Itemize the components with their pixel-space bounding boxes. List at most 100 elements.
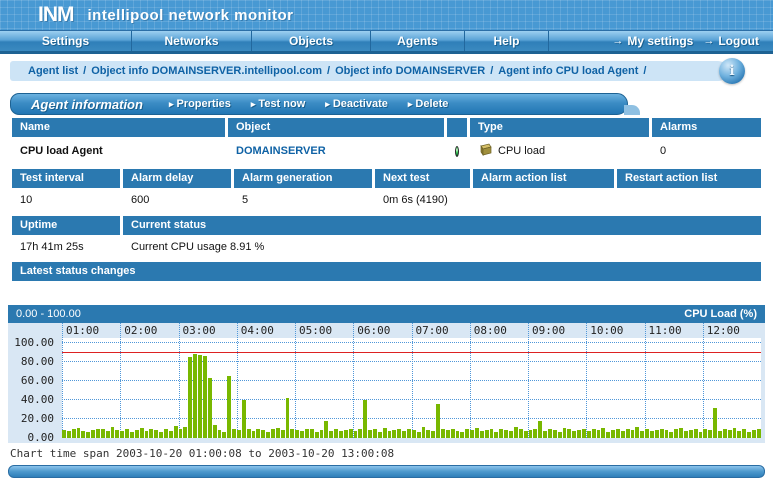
- app-title: intellipool network monitor: [87, 6, 294, 24]
- breadcrumb-link-object-info-domainserver-intellipool-com[interactable]: Object info DOMAINSERVER.intellipool.com: [91, 65, 322, 77]
- x-tick-label: 04:00: [240, 324, 274, 337]
- cpu-load-bar: [183, 426, 188, 438]
- cpu-load-bar: [436, 403, 441, 438]
- cpu-load-bar: [615, 428, 620, 438]
- column-header-test-interval: Test interval: [12, 169, 120, 188]
- cpu-load-bar: [324, 420, 329, 438]
- action-delete[interactable]: ▸ Delete: [408, 98, 449, 110]
- cpu-load-bar: [528, 430, 533, 438]
- nav-item-settings[interactable]: Settings: [0, 31, 132, 51]
- action-properties[interactable]: ▸ Properties: [169, 98, 231, 110]
- agent-status-table: Uptime Current status 17h 41m 25s Current C…: [12, 216, 761, 260]
- cpu-load-bar: [110, 426, 115, 438]
- y-tick-label: 80.00: [20, 355, 54, 368]
- y-tick-label: 0.00: [27, 431, 55, 444]
- cpu-load-bar: [377, 432, 382, 438]
- chart-time-span: Chart time span 2003-10-20 01:00:08 to 2…: [10, 447, 395, 460]
- cpu-load-bar: [577, 430, 581, 438]
- value-next-test: 0m 6s (4190): [375, 188, 470, 213]
- cpu-load-bar: [693, 429, 698, 438]
- cpu-load-bar: [484, 430, 489, 438]
- chart-canvas: 01:00 02:00 03:00 04:00 05:00 06:00 07:00 08:00…: [8, 323, 765, 444]
- cpu-load-bar: [416, 432, 421, 438]
- app-banner: INM intellipool network monitor: [0, 0, 773, 30]
- chart-x-axis-labels: 01:00 02:00 03:00 04:00 05:00 06:00 07:00 08:00…: [62, 323, 761, 338]
- action-deactivate[interactable]: ▸ Deactivate: [325, 98, 388, 110]
- cpu-load-bar: [105, 431, 110, 438]
- breadcrumb-link-object-info-domainserver[interactable]: Object info DOMAINSERVER: [335, 65, 486, 77]
- cpu-load-bar: [475, 427, 479, 438]
- nav-right-group: → My settings → Logout: [612, 31, 773, 51]
- cpu-load-bar: [130, 432, 134, 438]
- column-header-uptime: Uptime: [12, 216, 120, 235]
- cpu-load-bar: [581, 428, 586, 438]
- app-logo: INM: [38, 3, 74, 26]
- cpu-load-bar: [596, 430, 601, 438]
- alarms-count: 0: [652, 137, 761, 166]
- value-test-interval: 10: [12, 188, 120, 213]
- cpu-load-bar: [708, 430, 713, 438]
- section-title: Agent information: [31, 96, 143, 112]
- cpu-load-bar: [445, 430, 450, 438]
- action-test-now[interactable]: ▸ Test now: [251, 98, 305, 110]
- cpu-load-bar: [518, 429, 523, 438]
- cpu-load-bar: [659, 428, 664, 438]
- breadcrumb-link-agent-list[interactable]: Agent list: [28, 65, 79, 77]
- cpu-load-bar: [149, 429, 154, 438]
- cpu-load-bar: [611, 430, 615, 438]
- cpu-load-bar: [620, 431, 625, 438]
- cpu-load-bar: [625, 429, 630, 438]
- y-tick-label: 100.00: [14, 336, 54, 349]
- cpu-load-bar: [343, 430, 348, 438]
- cpu-load-bar: [241, 400, 246, 438]
- cpu-load-bar: [732, 427, 737, 438]
- cpu-load-bar: [552, 430, 557, 438]
- cpu-load-bar: [62, 430, 66, 438]
- cpu-load-bar: [572, 431, 577, 438]
- x-tick-label: 02:00: [124, 324, 158, 337]
- column-header-restart-action-list: Restart action list: [617, 169, 761, 188]
- cpu-load-bar: [373, 429, 377, 438]
- chart-y-axis-labels: 100.00 80.00 60.00 40.00 20.00 0.00: [8, 336, 56, 444]
- cpu-load-bar: [358, 429, 363, 438]
- action-label: Deactivate: [332, 98, 388, 110]
- cpu-load-bar: [314, 432, 319, 438]
- nav-item-help[interactable]: Help: [465, 31, 549, 51]
- cpu-load-bar: [684, 431, 688, 438]
- info-icon[interactable]: i: [719, 58, 745, 84]
- breadcrumb-link-agent-info-cpu-load-agent[interactable]: Agent info CPU load Agent: [498, 65, 639, 77]
- cpu-load-bar: [489, 429, 494, 438]
- cpu-load-bar: [494, 432, 499, 438]
- nav-link-label: My settings: [627, 34, 694, 48]
- cpu-load-bar: [76, 427, 81, 438]
- chart-titlebar: 0.00 - 100.00 CPU Load (%): [8, 305, 765, 323]
- cpu-load-bar: [421, 426, 426, 438]
- cpu-load-bar: [217, 430, 222, 438]
- cpu-load-bar: [669, 432, 674, 438]
- main-nav: Settings Networks Objects Agents Help → My set…: [0, 30, 773, 54]
- nav-link-my-settings[interactable]: → My settings: [612, 34, 693, 48]
- agent-type-label: CPU load: [498, 145, 546, 157]
- breadcrumb: Agent list / Object info DOMAINSERVER.inte…: [10, 61, 728, 81]
- chart-plot-area: [62, 338, 761, 438]
- x-tick-label: 10:00: [590, 324, 624, 337]
- status-led-green-icon: [455, 145, 459, 157]
- cpu-load-bar: [538, 420, 543, 438]
- cpu-load-bar: [499, 428, 504, 438]
- cpu-load-bar: [431, 431, 436, 438]
- cpu-load-bar: [168, 431, 173, 438]
- nav-item-agents[interactable]: Agents: [371, 31, 465, 51]
- arrow-right-icon: →: [612, 35, 624, 47]
- nav-link-logout[interactable]: → Logout: [703, 34, 759, 48]
- cpu-load-bar: [441, 429, 445, 438]
- cpu-load-bar: [232, 429, 236, 438]
- cpu-load-bar: [222, 432, 227, 438]
- triangle-right-icon: ▸: [250, 98, 256, 109]
- nav-item-objects[interactable]: Objects: [252, 31, 371, 51]
- column-header-type: Type: [470, 118, 649, 137]
- cpu-load-bar: [120, 431, 125, 438]
- nav-item-networks[interactable]: Networks: [132, 31, 252, 51]
- action-label: Delete: [415, 98, 449, 110]
- cpu-load-bar: [703, 428, 708, 438]
- object-link[interactable]: DOMAINSERVER: [236, 145, 326, 157]
